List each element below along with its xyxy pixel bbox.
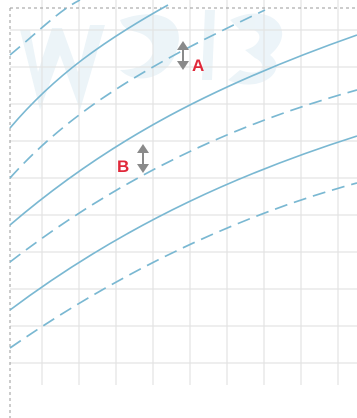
grid (10, 0, 357, 385)
curve-solid-1 (9, 4, 169, 129)
curve-solid-2 (9, 34, 357, 226)
curve-dashed-3 (9, 89, 357, 263)
curve-dashed-4 (9, 182, 357, 349)
curve-dashed-2 (9, 9, 266, 179)
frame (9, 7, 357, 418)
curves (9, 0, 357, 349)
double-arrow-vertical-icon (177, 41, 189, 70)
label-a: A (192, 56, 204, 75)
label-b: B (117, 157, 129, 176)
curve-dashed-1 (9, 0, 81, 56)
curve-solid-3 (9, 135, 357, 311)
watermark (20, 10, 283, 110)
double-arrow-vertical-icon (137, 144, 149, 173)
